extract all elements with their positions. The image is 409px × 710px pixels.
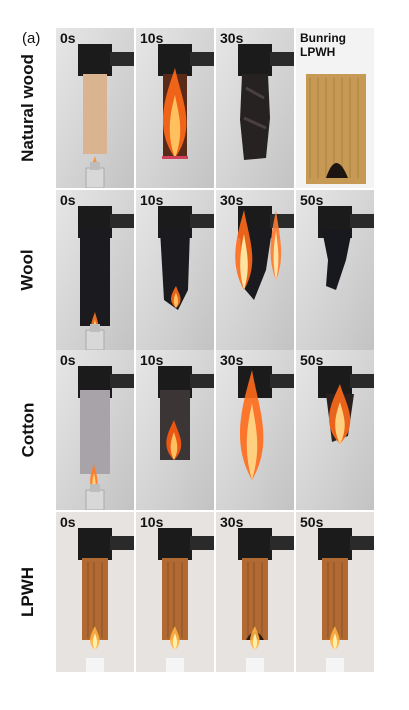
photo-cotton-unburnt: [56, 350, 134, 510]
photo-tile-lpwh-2: 30s: [216, 512, 294, 672]
photo-tile-natural-wood-3: Bunring LPWH: [296, 28, 374, 188]
row-label-wool: Wool: [2, 190, 54, 350]
photo-tile-natural-wood-0: 0s: [56, 28, 134, 188]
photo-lpwh-flame: [56, 512, 134, 672]
photo-tile-wool-2: 30s: [216, 190, 294, 350]
row-label-text: Wool: [17, 249, 37, 291]
photo-lpwh-closeup: [296, 28, 374, 188]
time-label: 50s: [300, 192, 324, 208]
photo-wool-unburnt: [56, 190, 134, 350]
photo-tile-natural-wood-2: 30s: [216, 28, 294, 188]
photo-lpwh-flame-char: [216, 512, 294, 672]
photo-tile-lpwh-0: 0s: [56, 512, 134, 672]
time-label: 10s: [140, 30, 164, 46]
time-label: 0s: [60, 514, 76, 530]
photo-wood-burning: [136, 28, 214, 188]
photo-tile-lpwh-1: 10s: [136, 512, 214, 672]
time-label: 30s: [220, 30, 244, 46]
photo-tile-wool-0: 0s: [56, 190, 134, 350]
photo-tile-cotton-1: 10s: [136, 350, 214, 510]
photo-lpwh-flame: [296, 512, 374, 672]
time-label: 50s: [300, 514, 324, 530]
photo-wool-burning-small: [136, 190, 214, 350]
photo-tile-wool-1: 10s: [136, 190, 214, 350]
time-label: 30s: [220, 352, 244, 368]
photo-tile-cotton-0: 0s: [56, 350, 134, 510]
row-label-text: LPWH: [17, 566, 37, 618]
photo-tile-natural-wood-1: 10s: [136, 28, 214, 188]
time-label: 50s: [300, 352, 324, 368]
photo-tile-lpwh-3: 50s: [296, 512, 374, 672]
photo-wool-residue: [296, 190, 374, 350]
row-label-cotton: Cotton: [2, 350, 54, 510]
time-label: 0s: [60, 352, 76, 368]
time-label: 10s: [140, 352, 164, 368]
photo-tile-wool-3: 50s: [296, 190, 374, 350]
photo-tile-cotton-2: 30s: [216, 350, 294, 510]
photo-cotton-burning-end: [296, 350, 374, 510]
time-label: 0s: [60, 192, 76, 208]
photo-tile-cotton-3: 50s: [296, 350, 374, 510]
row-label-text: Natural wood: [18, 54, 38, 162]
panel-label: (a): [22, 30, 41, 47]
photo-lpwh-flame: [136, 512, 214, 672]
row-label-natural-wood: Natural wood: [2, 28, 54, 188]
time-label: 10s: [140, 514, 164, 530]
photo-cotton-burning-large: [216, 350, 294, 510]
photo-wood-unburnt: [56, 28, 134, 188]
time-label: 0s: [60, 30, 76, 46]
row-label-lpwh: LPWH: [2, 512, 54, 672]
time-label: 30s: [220, 514, 244, 530]
time-label: 30s: [220, 192, 244, 208]
photo-wood-charred: [216, 28, 294, 188]
time-label: Bunring LPWH: [300, 31, 346, 59]
time-label: 10s: [140, 192, 164, 208]
photo-cotton-burning-small: [136, 350, 214, 510]
row-label-text: Cotton: [18, 402, 38, 458]
photo-wool-burning-large: [216, 190, 294, 350]
